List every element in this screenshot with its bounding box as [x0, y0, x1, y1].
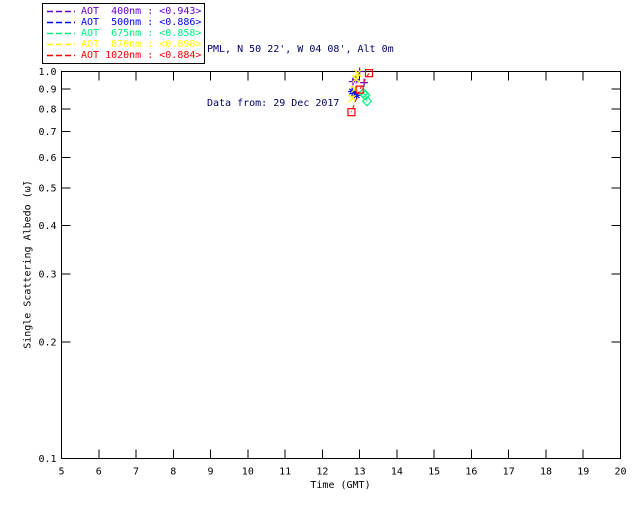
x-tick-label: 9 [208, 467, 214, 478]
x-tick-label: 7 [133, 467, 139, 478]
legend-dash-sample [47, 21, 75, 24]
plot-frame [61, 71, 621, 459]
legend-entry-675nm: AOT 675nm : <0.858> [46, 28, 201, 39]
y-tick-label: 0.1 [38, 454, 56, 465]
x-tick-label: 18 [540, 467, 552, 478]
series-line [351, 73, 359, 99]
y-tick-label: 0.6 [38, 153, 56, 164]
legend-dash-sample [47, 32, 75, 35]
x-tick-label: 15 [428, 467, 440, 478]
legend-box: AOT 400nm : <0.943> AOT 500nm : <0.886> AO… [42, 3, 206, 64]
tick-labels: 5 6 7 8 9 10 11 12 13 14 15 16 17 18 19 20 1.0 0.9 0.8 0.7 0… [38, 67, 626, 478]
y-axis-label: Single Scattering Albedo (ω̃) [22, 180, 34, 349]
y-tick-label: 0.7 [38, 127, 56, 138]
y-tick-label: 0.5 [38, 183, 56, 194]
y-tick-label: 0.2 [38, 338, 56, 349]
x-tick-label: 12 [316, 467, 328, 478]
legend-dash-sample [47, 54, 75, 57]
legend-label: AOT 1020nm : <0.884> [81, 50, 202, 61]
x-tick-label: 14 [391, 467, 403, 478]
series-1020nm [347, 69, 374, 117]
legend-dash-sample [47, 43, 75, 46]
legend-label: AOT 500nm : <0.886> [81, 17, 202, 28]
legend-label: AOT 400nm : <0.943> [81, 6, 202, 17]
axis-ticks [61, 71, 621, 459]
x-tick-label: 10 [242, 467, 254, 478]
plot-header: PML, N 50 22', W 04 08', Alt 0m Data fro… [207, 5, 394, 149]
x-tick-label: 8 [170, 467, 176, 478]
legend-entry-1020nm: AOT 1020nm : <0.884> [46, 50, 201, 61]
y-tick-label: 0.4 [38, 221, 56, 232]
y-tick-label: 1.0 [38, 67, 56, 78]
x-tick-label: 20 [614, 467, 626, 478]
x-tick-label: 19 [577, 467, 589, 478]
x-axis-label: Time (GMT) [310, 480, 371, 491]
x-tick-label: 11 [279, 467, 291, 478]
x-tick-label: 17 [503, 467, 515, 478]
legend-entry-400nm: AOT 400nm : <0.943> [46, 6, 201, 17]
data-date-text: Data from: 29 Dec 2017 [207, 98, 340, 109]
y-tick-label: 0.9 [38, 85, 56, 96]
x-tick-label: 13 [354, 467, 366, 478]
x-tick-label: 5 [58, 467, 64, 478]
y-tick-label: 0.3 [38, 269, 56, 280]
x-tick-label: 16 [465, 467, 477, 478]
legend-dash-sample [47, 10, 75, 13]
legend-label: AOT 675nm : <0.858> [81, 28, 202, 39]
legend-label: AOT 870nm : <0.898> [81, 39, 202, 50]
legend-entry-500nm: AOT 500nm : <0.886> [46, 17, 201, 28]
series-675nm [358, 87, 373, 107]
series-870nm [348, 69, 362, 103]
y-tick-label: 0.8 [38, 105, 56, 116]
x-tick-label: 6 [96, 467, 102, 478]
site-location-text: PML, N 50 22', W 04 08', Alt 0m [207, 44, 394, 55]
legend-entry-870nm: AOT 870nm : <0.898> [46, 39, 201, 50]
